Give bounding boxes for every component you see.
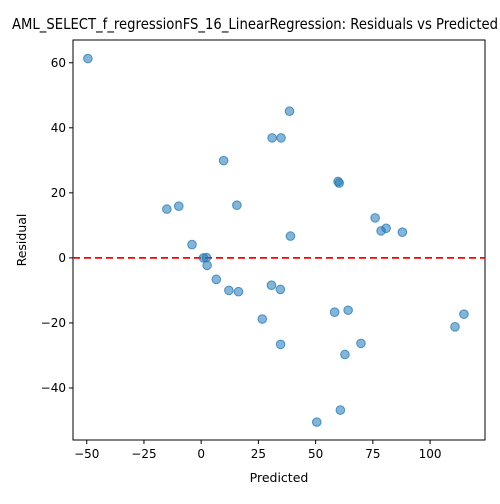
data-point — [459, 309, 469, 319]
data-point — [266, 280, 277, 291]
x-tick-label: 50 — [308, 447, 323, 461]
plot-frame — [72, 39, 486, 441]
data-point — [83, 53, 93, 64]
y-tick-label: −40 — [41, 381, 66, 395]
data-point — [267, 133, 277, 143]
data-point — [187, 239, 197, 250]
data-point — [370, 213, 380, 223]
data-point — [334, 178, 344, 188]
data-point — [450, 322, 460, 332]
y-tick-label: 20 — [51, 186, 66, 200]
data-point — [335, 405, 346, 415]
x-axis-label: Predicted — [250, 470, 309, 485]
data-point — [218, 155, 229, 166]
y-tick-label: 0 — [58, 251, 66, 265]
data-point — [224, 285, 234, 296]
data-point — [275, 284, 286, 295]
data-point — [257, 314, 268, 324]
y-tick-label: 40 — [51, 121, 66, 135]
x-tick-label: −50 — [74, 447, 99, 461]
data-point — [343, 305, 353, 316]
data-point — [356, 338, 366, 349]
x-axis-ticks: −50 −25 0 25 50 75 100 — [74, 440, 442, 461]
data-point — [233, 286, 244, 297]
data-point — [276, 133, 286, 143]
data-point — [397, 227, 408, 237]
plot-area — [72, 39, 486, 441]
y-axis-ticks: −40 −20 0 20 40 60 — [41, 56, 73, 395]
x-tick-label: 75 — [365, 447, 380, 461]
data-point — [232, 200, 242, 211]
data-point — [201, 252, 212, 263]
data-point — [211, 274, 222, 285]
chart-title: AML_SELECT_f_regressionFS_16_LinearRegre… — [12, 15, 498, 34]
data-point — [376, 226, 386, 236]
data-point — [162, 204, 172, 214]
data-point — [340, 349, 350, 360]
y-tick-label: 60 — [51, 56, 66, 70]
x-tick-label: 25 — [251, 447, 266, 461]
x-tick-label: 0 — [197, 447, 205, 461]
data-point — [285, 231, 296, 241]
data-point — [202, 260, 212, 271]
x-tick-label: 100 — [419, 447, 442, 461]
data-point — [284, 106, 295, 117]
x-tick-label: −25 — [131, 447, 156, 461]
data-point — [311, 417, 322, 427]
data-points — [83, 53, 469, 427]
data-point — [329, 307, 340, 317]
y-tick-label: −20 — [41, 316, 66, 330]
data-point — [173, 201, 184, 211]
data-point — [275, 339, 286, 350]
y-axis-label: Residual — [14, 214, 29, 267]
